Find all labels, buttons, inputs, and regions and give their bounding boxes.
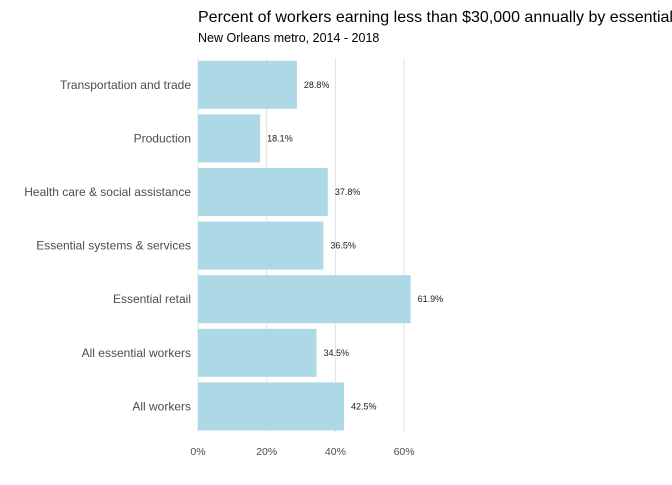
data-label: 28.8% bbox=[304, 80, 330, 90]
chart-subtitle: New Orleans metro, 2014 - 2018 bbox=[198, 31, 379, 45]
x-tick-label: 40% bbox=[325, 446, 346, 458]
bar bbox=[198, 60, 297, 109]
data-label: 37.8% bbox=[335, 187, 361, 197]
data-label: 42.5% bbox=[351, 401, 377, 411]
chart-title: Percent of workers earning less than $30… bbox=[198, 9, 672, 26]
bar bbox=[198, 168, 328, 216]
category-axis: Transportation and trade Production Health… bbox=[24, 78, 191, 414]
category-label: All workers bbox=[132, 399, 191, 413]
data-label: 36.5% bbox=[330, 241, 356, 251]
category-label: Essential systems & services bbox=[36, 239, 191, 253]
data-label: 34.5% bbox=[324, 348, 350, 358]
data-label: 61.9% bbox=[418, 294, 444, 304]
category-label: Health care & social assistance bbox=[24, 185, 191, 199]
data-label: 18.1% bbox=[267, 133, 293, 143]
category-label: Essential retail bbox=[113, 292, 191, 306]
category-label: All essential workers bbox=[82, 346, 191, 360]
x-tick-label: 60% bbox=[394, 446, 415, 458]
bar bbox=[198, 221, 324, 270]
bar bbox=[198, 114, 261, 163]
value-axis: 0% 20% 40% 60% bbox=[190, 446, 414, 458]
bar bbox=[198, 328, 317, 377]
data-labels: 28.8% 18.1% 37.8% 36.5% 61.9% 34.5% 42.5% bbox=[267, 80, 443, 412]
x-tick-label: 0% bbox=[190, 446, 205, 458]
bars bbox=[198, 60, 411, 431]
bar bbox=[198, 382, 344, 431]
x-tick-label: 20% bbox=[256, 446, 277, 458]
category-label: Transportation and trade bbox=[60, 78, 191, 92]
bar bbox=[198, 275, 411, 324]
category-label: Production bbox=[134, 131, 191, 145]
